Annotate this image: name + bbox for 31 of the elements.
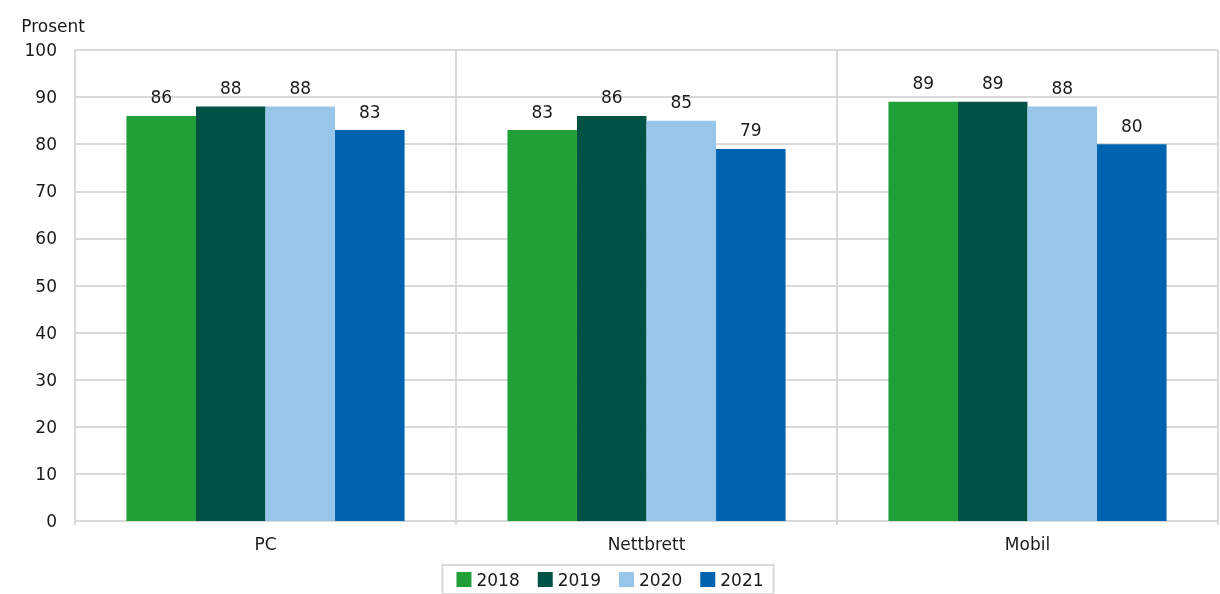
y-tick-label: 80: [35, 134, 57, 155]
data-label: 86: [150, 87, 173, 108]
y-tick-label: 30: [35, 369, 57, 390]
y-tick-label: 60: [35, 228, 57, 249]
data-label: 83: [358, 101, 381, 122]
x-tick-label: PC: [254, 533, 277, 554]
legend-label: 2021: [720, 569, 764, 590]
y-tick-label: 40: [35, 322, 57, 343]
data-label: 88: [1051, 78, 1074, 99]
data-label: 89: [912, 73, 935, 94]
y-tick-label: 20: [35, 416, 57, 437]
y-tick-label: 100: [24, 40, 57, 60]
y-tick-label: 70: [35, 181, 57, 202]
y-axis-title: Prosent: [21, 15, 86, 36]
y-tick-label: 0: [46, 511, 57, 531]
legend-label: 2020: [639, 569, 683, 590]
y-tick-label: 90: [35, 87, 57, 108]
x-tick-label: Nettbrett: [607, 533, 686, 554]
data-label: 83: [531, 101, 554, 122]
data-label: 86: [600, 87, 623, 108]
x-tick-label: Mobil: [1004, 533, 1051, 554]
legend-label: 2018: [476, 569, 520, 590]
data-label: 79: [739, 120, 762, 141]
data-label: 85: [670, 92, 693, 113]
y-tick-label: 10: [35, 463, 57, 484]
y-tick-label: 50: [35, 275, 57, 296]
data-label: 88: [219, 78, 242, 99]
legend-label: 2019: [557, 569, 601, 590]
data-label: 89: [981, 73, 1004, 94]
data-label: 88: [289, 78, 312, 99]
data-label: 80: [1120, 115, 1143, 136]
